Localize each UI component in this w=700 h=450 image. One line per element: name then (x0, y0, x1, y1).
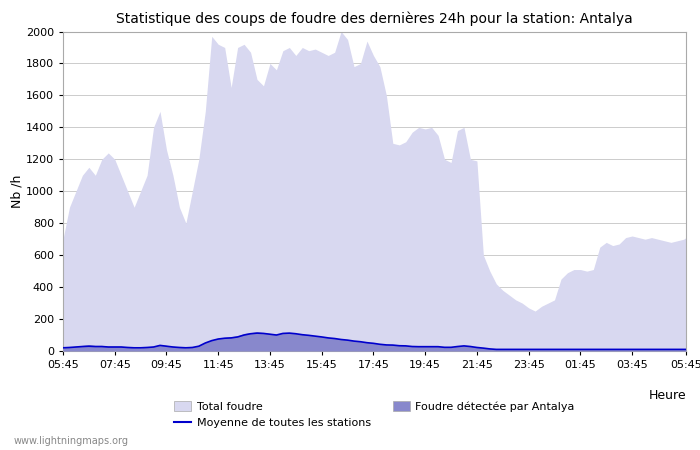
Y-axis label: Nb /h: Nb /h (10, 175, 23, 208)
Text: Heure: Heure (648, 389, 686, 402)
Title: Statistique des coups de foudre des dernières 24h pour la station: Antalya: Statistique des coups de foudre des dern… (116, 12, 633, 26)
Text: www.lightningmaps.org: www.lightningmaps.org (14, 436, 129, 446)
Legend: Total foudre, Moyenne de toutes les stations, Foudre détectée par Antalya: Total foudre, Moyenne de toutes les stat… (174, 401, 575, 428)
